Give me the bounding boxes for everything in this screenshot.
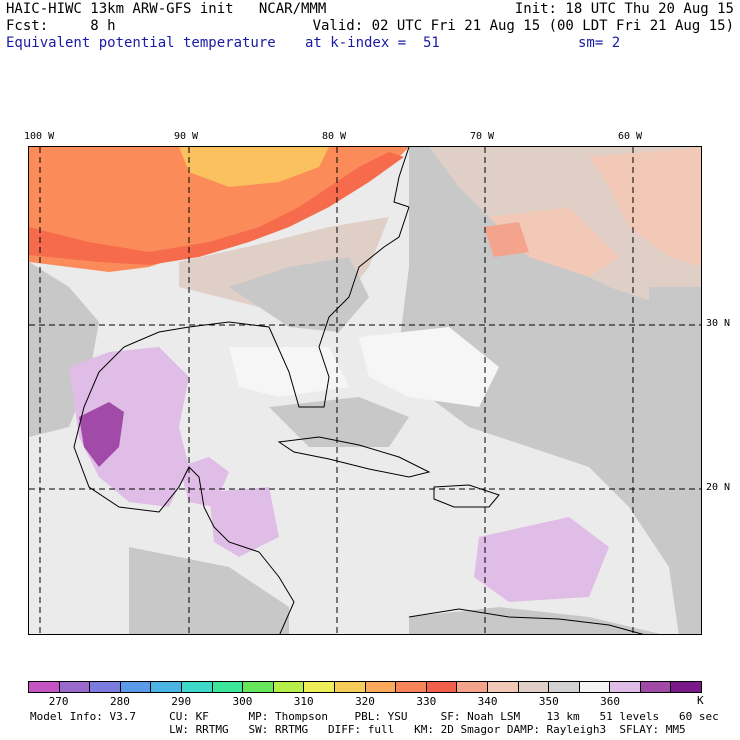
color-legend-swatch — [304, 682, 335, 692]
theta-e-deep-orange-edge — [29, 152, 404, 265]
theta-e-pinktan-atlantic — [589, 147, 701, 267]
color-legend-swatch — [334, 682, 366, 692]
color-legend-tick-label: 320 — [355, 695, 375, 708]
theta-e-gray-south-america — [409, 607, 661, 634]
color-legend-swatch — [120, 682, 152, 692]
level-label: at k-index = 51 — [305, 35, 440, 51]
map-panel — [28, 146, 702, 635]
color-legend-swatch — [426, 682, 458, 692]
color-legend-tick-label: 360 — [600, 695, 621, 708]
theta-e-lilac-caribbean — [474, 517, 609, 602]
lon-label-80w: 80 W — [322, 131, 347, 142]
forecast-hour: Fcst: 8 h — [6, 18, 116, 34]
model-info-line2: LW: RRTMG SW: RRTMG DIFF: full KM: 2D Sm… — [30, 723, 686, 736]
color-legend-tick-label: 310 — [293, 695, 314, 708]
coastline-atlantic-us — [393, 147, 410, 208]
field-name: Equivalent potential temperature — [6, 35, 276, 51]
theta-e-orange-red-us — [29, 147, 409, 272]
color-legend-swatch — [90, 682, 121, 692]
color-legend-swatch — [59, 682, 91, 692]
color-legend-tick-label: 290 — [171, 695, 192, 708]
theta-e-gray-florida-straits — [269, 397, 409, 447]
color-legend-tick-label: 340 — [477, 695, 498, 708]
lon-label-100w: 100 W — [24, 131, 55, 142]
theta-e-yellow-orange-us — [179, 147, 329, 187]
theta-e-purple-gulf — [79, 402, 124, 467]
lat-label-30n: 30 N — [706, 318, 731, 329]
lon-label-90w: 90 W — [174, 131, 199, 142]
map-canvas — [29, 147, 701, 634]
theta-e-salmon-patch — [484, 222, 529, 257]
color-legend-swatch — [365, 682, 397, 692]
color-legend-swatch — [273, 682, 305, 692]
color-legend-swatch — [457, 682, 488, 692]
color-legend-swatch — [212, 682, 244, 692]
color-legend-swatch — [640, 682, 672, 692]
coastline-south-america — [408, 608, 644, 634]
color-legend-unit: K — [697, 694, 704, 707]
color-legend-swatch — [671, 682, 702, 692]
smoothing-label: sm= 2 — [578, 35, 621, 51]
lon-label-70w: 70 W — [470, 131, 495, 142]
theta-e-gray-southeast — [229, 257, 369, 332]
color-legend-swatch — [579, 682, 611, 692]
theta-e-lightgray-sargasso — [359, 327, 499, 407]
theta-e-gray-central-america — [129, 547, 289, 634]
lat-label-20n: 20 N — [706, 482, 731, 493]
coastline-cuba — [277, 436, 431, 478]
color-legend-swatch — [549, 682, 580, 692]
coastline-gulf — [73, 206, 410, 634]
color-legend-swatch — [29, 682, 60, 692]
coastline-hispaniola — [433, 484, 500, 508]
theta-e-pinktan-band — [489, 207, 619, 277]
color-legend-swatch — [487, 682, 519, 692]
color-legend-swatch — [151, 682, 182, 692]
color-legend-tick-label: 280 — [109, 695, 130, 708]
valid-time: Valid: 02 UTC Fri 21 Aug 15 (00 LDT Fri … — [312, 18, 734, 34]
color-legend-swatch — [243, 682, 274, 692]
color-legend-tick-label: 350 — [538, 695, 559, 708]
color-legend-swatch — [610, 682, 641, 692]
color-legend-swatch — [396, 682, 427, 692]
theta-e-gray-northeast-tip — [649, 287, 701, 397]
model-title: HAIC-HIWC 13km ARW-GFS init NCAR/MMM — [6, 1, 327, 17]
color-legend-swatch — [518, 682, 550, 692]
color-legend — [28, 681, 702, 693]
model-info-line1: Model Info: V3.7 CU: KF MP: Thompson PBL… — [30, 710, 719, 723]
color-legend-swatch — [181, 682, 213, 692]
color-legend-tick-label: 300 — [232, 695, 253, 708]
color-legend-tick-label: 330 — [416, 695, 437, 708]
lon-label-60w: 60 W — [618, 131, 643, 142]
color-legend-tick-label: 270 — [48, 695, 69, 708]
grid-lines — [29, 147, 701, 634]
init-time: Init: 18 UTC Thu 20 Aug 15 — [514, 1, 734, 17]
